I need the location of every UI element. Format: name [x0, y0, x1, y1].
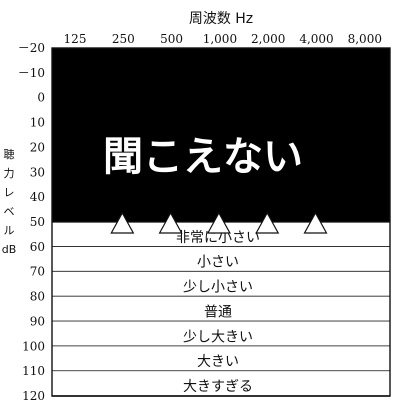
x-tick-label: 2,000: [251, 32, 285, 46]
threshold-marker: [206, 211, 231, 234]
band-label: 少し大きい: [183, 329, 253, 345]
y-tick-label: 40: [30, 190, 45, 204]
chart-title: 周波数 Hz: [189, 11, 253, 27]
plot-frame: [51, 47, 391, 397]
y-tick-label: 90: [30, 314, 45, 328]
y-tick-label: 70: [30, 265, 45, 279]
band-label: 少し小さい: [183, 280, 253, 296]
threshold-marker: [303, 211, 328, 234]
x-tick-label: 8,000: [348, 32, 382, 46]
loudness-band: [52, 321, 390, 347]
y-axis-label-char: dB: [2, 243, 17, 256]
loudness-band: [52, 271, 390, 297]
loudness-band: [52, 246, 390, 272]
threshold-marker: [255, 211, 280, 234]
x-tick-label: 250: [112, 32, 135, 46]
y-tick-label: 50: [30, 215, 45, 229]
y-tick-label: 120: [22, 389, 45, 401]
y-tick-label: 100: [22, 339, 45, 353]
y-axis-label-char: ル: [4, 224, 15, 237]
inaudible-label: 聞こえない: [103, 134, 303, 180]
band-label: 普通: [204, 304, 232, 320]
y-axis-label-char: ベ: [4, 205, 15, 218]
y-tick-label: －20: [18, 41, 45, 55]
y-axis-label-char: 力: [4, 167, 15, 180]
loudness-band: [52, 346, 390, 372]
y-tick-label: 10: [30, 116, 45, 130]
loudness-band: [52, 371, 390, 396]
band-label: 大きすぎる: [183, 379, 253, 395]
inaudible-region: [52, 48, 390, 222]
y-tick-labels: －20 －10 0 10 20 30 40 50 60 70 80 90 100 110 120: [18, 41, 45, 401]
band-label: 非常に小さい: [176, 230, 260, 246]
band-label: 小さい: [197, 255, 239, 271]
y-tick-label: －10: [18, 66, 45, 80]
y-tick-label: 20: [30, 140, 45, 154]
threshold-marker: [110, 211, 135, 234]
x-tick-label: 4,000: [299, 32, 333, 46]
x-tick-label: 125: [64, 32, 87, 46]
y-axis-label-char: 聴: [4, 148, 15, 161]
x-tick-labels: 125 250 500 1,000 2,000 4,000 8,000: [64, 32, 382, 46]
y-tick-label: 30: [30, 165, 45, 179]
threshold-marker: [158, 211, 183, 234]
y-tick-label: 60: [30, 240, 45, 254]
x-tick-label: 500: [160, 32, 183, 46]
y-axis-label-char: レ: [4, 186, 15, 199]
y-tick-label: 0: [37, 91, 45, 105]
band-label: 大きい: [197, 354, 239, 370]
y-tick-label: 110: [22, 364, 45, 378]
x-tick-label: 1,000: [203, 32, 237, 46]
y-tick-label: 80: [30, 290, 45, 304]
loudness-band: [52, 296, 390, 322]
